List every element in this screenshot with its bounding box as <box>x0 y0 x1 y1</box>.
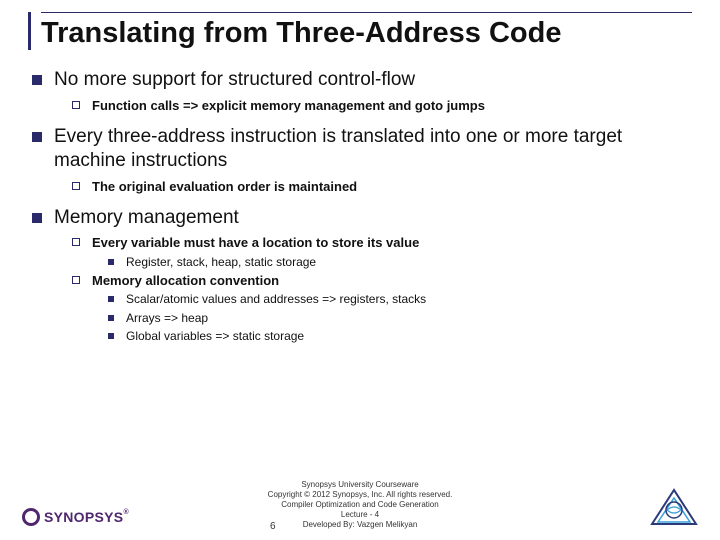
footer-line: Developed By: Vazgen Melikyan <box>268 520 453 530</box>
hollow-square-bullet-icon <box>72 101 80 109</box>
square-bullet-icon <box>32 75 42 85</box>
logo-ring-icon <box>22 508 40 526</box>
bullet-level2: Every variable must have a location to s… <box>72 234 692 344</box>
small-square-bullet-icon <box>108 296 114 302</box>
small-square-bullet-icon <box>108 259 114 265</box>
bullet-level1: Memory management Every variable must ha… <box>32 206 692 345</box>
bullet-text: Every three-address instruction is trans… <box>54 125 692 174</box>
square-bullet-icon <box>32 213 42 223</box>
slide: Translating from Three-Address Code No m… <box>0 0 720 540</box>
partner-logo <box>646 486 702 530</box>
small-square-bullet-icon <box>108 333 114 339</box>
bullet-text: Memory allocation convention <box>92 272 279 290</box>
bullet-level2: The original evaluation order is maintai… <box>72 178 692 196</box>
footer-line: Synopsys University Courseware <box>268 480 453 490</box>
bullet-text: Register, stack, heap, static storage <box>126 254 316 270</box>
bullet-text: Function calls => explicit memory manage… <box>92 97 485 115</box>
brand-text: SYNOPSYS® <box>44 509 129 525</box>
slide-title: Translating from Three-Address Code <box>41 12 692 50</box>
bullet-level2: Function calls => explicit memory manage… <box>72 97 692 115</box>
bullet-text: Memory management <box>54 206 239 231</box>
footer-text: Synopsys University Courseware Copyright… <box>268 480 453 530</box>
small-square-bullet-icon <box>108 315 114 321</box>
synopsys-logo: SYNOPSYS® <box>22 508 129 526</box>
bullet-level1: Every three-address instruction is trans… <box>32 125 692 196</box>
content-area: No more support for structured control-f… <box>28 68 692 344</box>
page-number: 6 <box>270 521 276 532</box>
square-bullet-icon <box>32 132 42 142</box>
hollow-square-bullet-icon <box>72 238 80 246</box>
bullet-text: Scalar/atomic values and addresses => re… <box>126 291 426 307</box>
bullet-text: Global variables => static storage <box>126 328 304 344</box>
title-container: Translating from Three-Address Code <box>28 12 692 50</box>
footer-line: Copyright © 2012 Synopsys, Inc. All righ… <box>268 490 453 500</box>
footer-line: Lecture - 4 <box>268 510 453 520</box>
bullet-level1: No more support for structured control-f… <box>32 68 692 114</box>
bullet-level3: Register, stack, heap, static storage <box>108 254 692 270</box>
bullet-text: Arrays => heap <box>126 310 208 326</box>
hollow-square-bullet-icon <box>72 276 80 284</box>
footer-line: Compiler Optimization and Code Generatio… <box>268 500 453 510</box>
bullet-level3: Scalar/atomic values and addresses => re… <box>108 291 692 344</box>
bullet-text: No more support for structured control-f… <box>54 68 415 93</box>
bullet-text: The original evaluation order is maintai… <box>92 178 357 196</box>
bullet-text: Every variable must have a location to s… <box>92 234 419 252</box>
hollow-square-bullet-icon <box>72 182 80 190</box>
